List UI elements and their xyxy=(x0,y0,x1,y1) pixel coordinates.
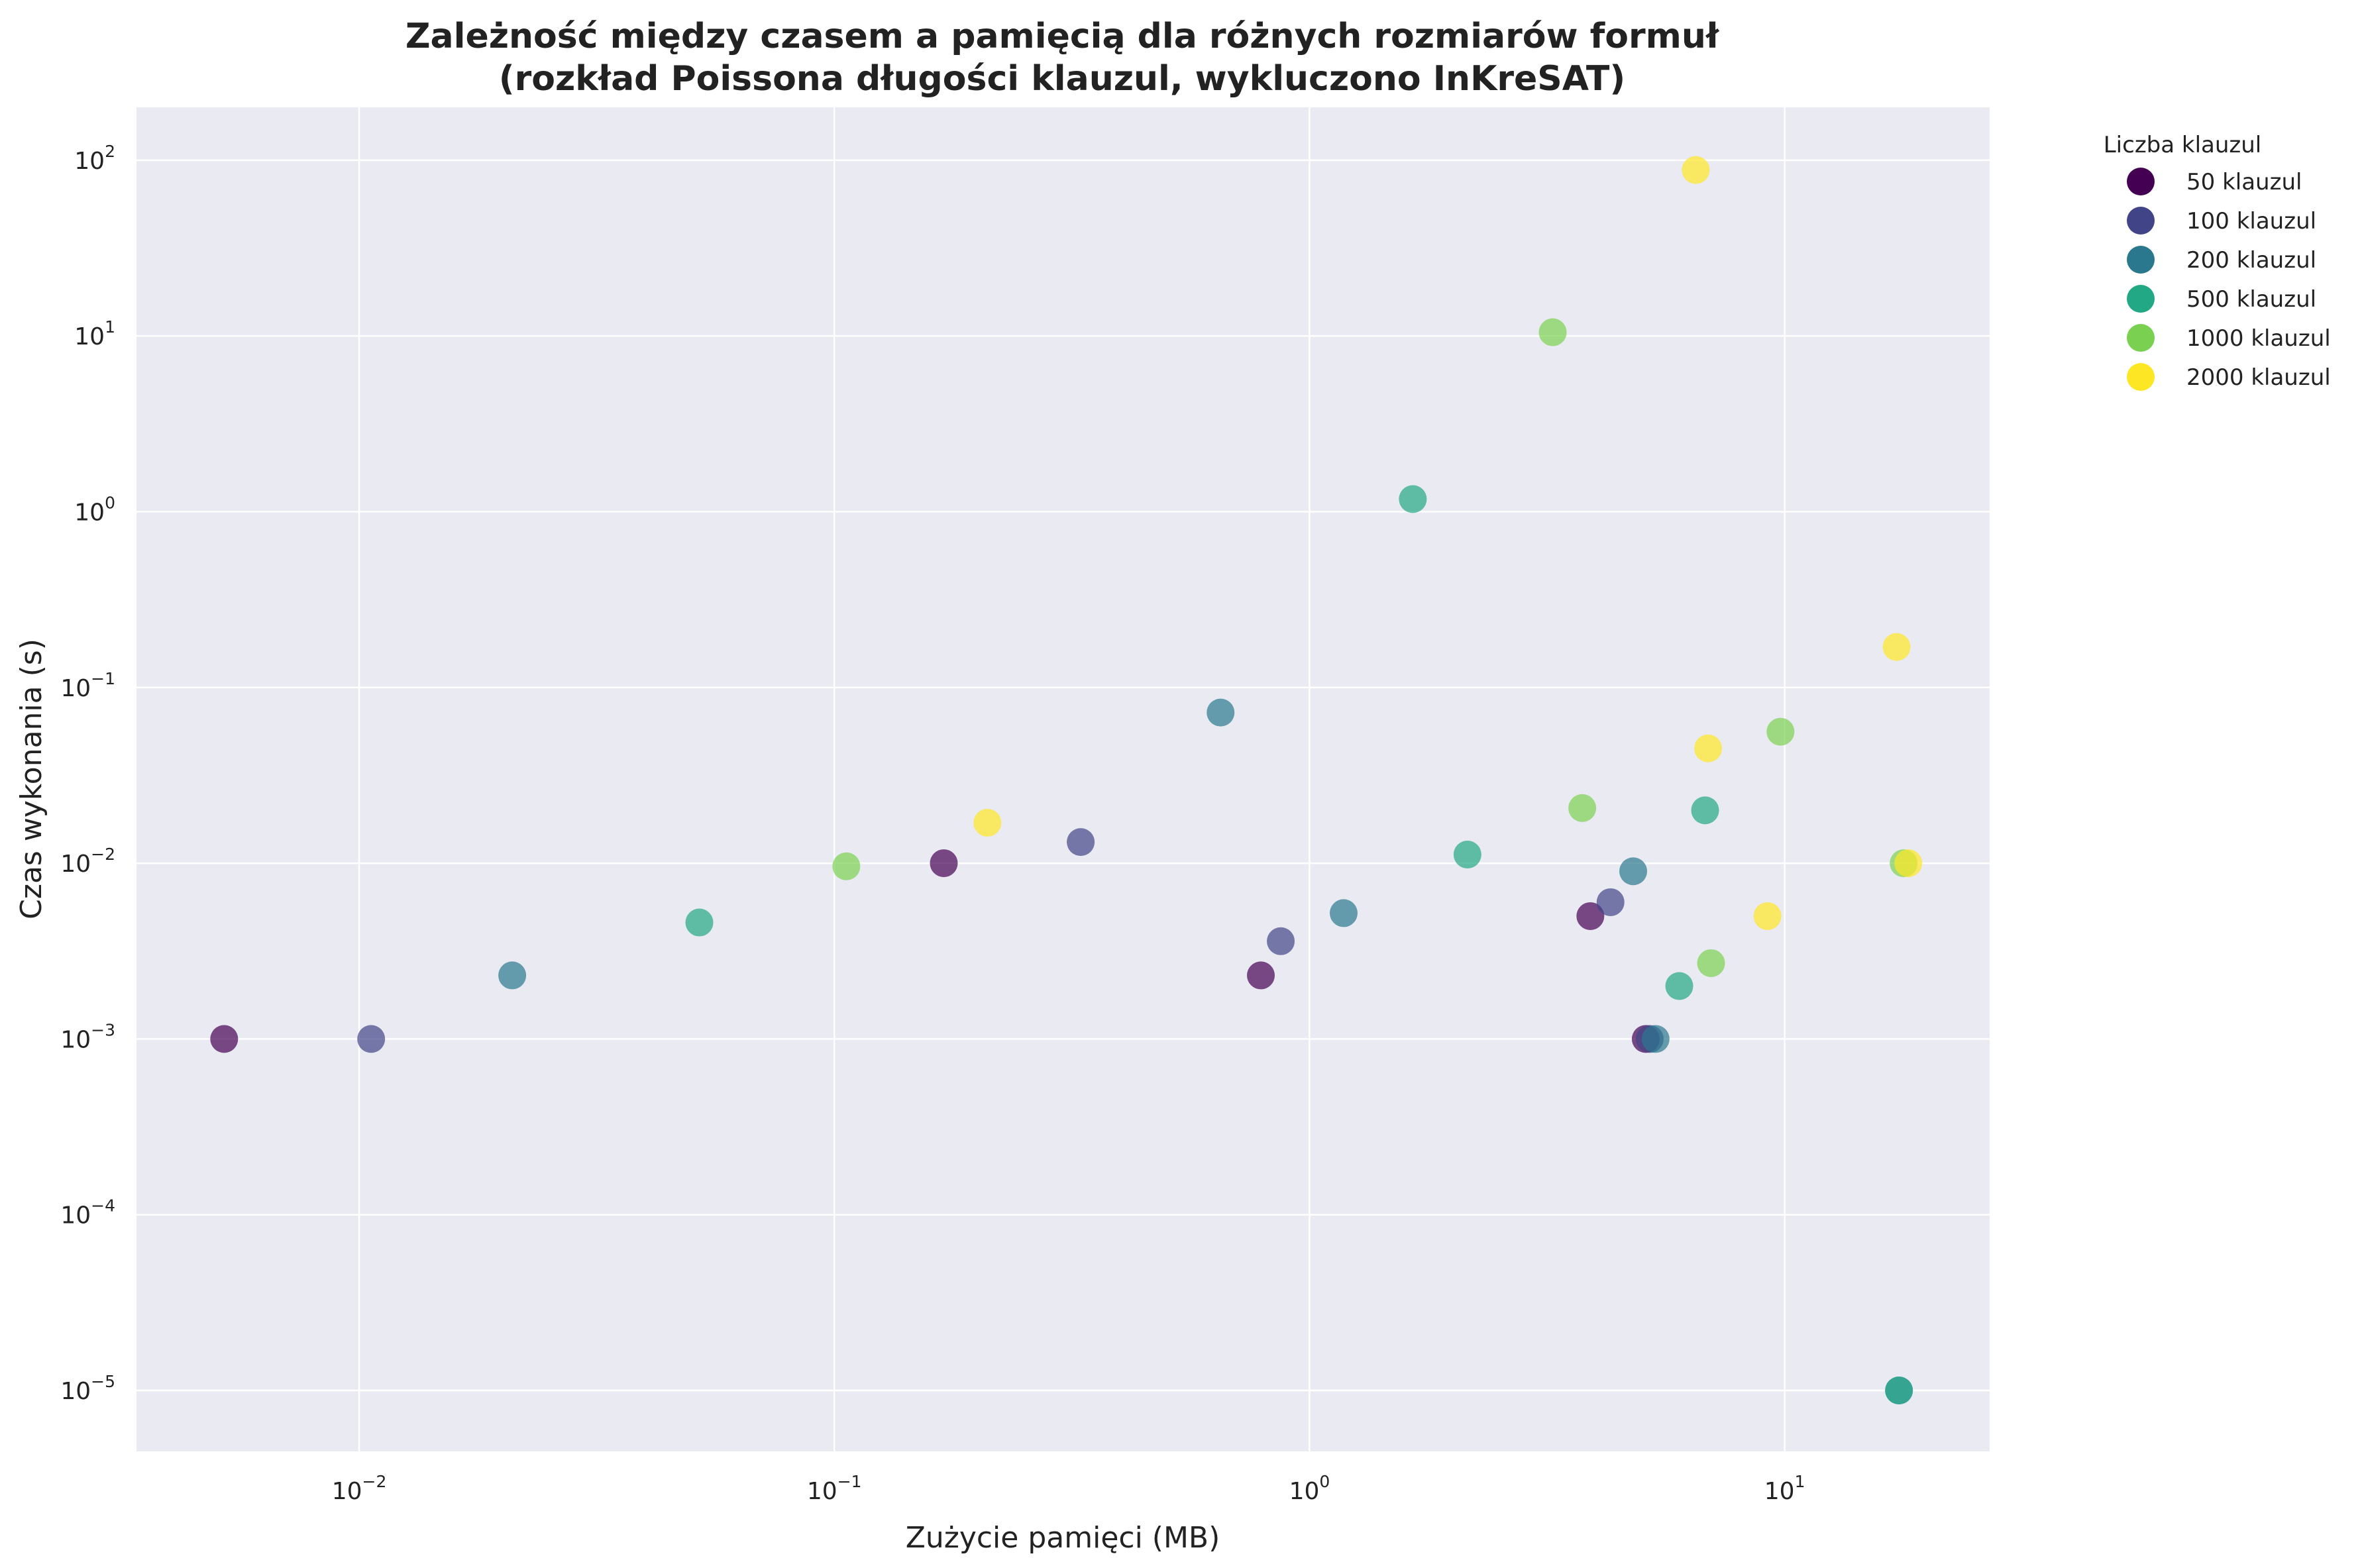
data-point-series-1 xyxy=(1596,888,1625,916)
data-point-series-2 xyxy=(1619,857,1648,886)
y-tick-label: 102 xyxy=(74,142,115,175)
y-tick-base: 10 xyxy=(74,148,105,175)
x-axis-label: Zużycie pamięci (MB) xyxy=(906,1521,1220,1555)
legend-marker xyxy=(2127,285,2155,313)
legend-label: 1000 klauzul xyxy=(2186,325,2331,352)
data-point-series-3 xyxy=(1691,796,1719,825)
legend-items: 50 klauzul 100 klauzul 200 klauzul 500 klau… xyxy=(2127,168,2331,391)
data-point-series-1 xyxy=(357,1025,386,1053)
x-tick-label: 101 xyxy=(1764,1472,1805,1505)
x-tick-exponent: 0 xyxy=(1319,1472,1330,1491)
data-point-series-0 xyxy=(1247,961,1275,990)
x-tick-label: 10−2 xyxy=(332,1472,387,1505)
data-point-series-5 xyxy=(973,808,1002,837)
legend-title: Liczba klauzul xyxy=(2104,132,2262,158)
data-point-series-1 xyxy=(1267,927,1295,955)
data-point-series-3 xyxy=(1453,841,1481,869)
chart-title-line-1: Zależność między czasem a pamięcią dla r… xyxy=(405,17,1720,56)
data-point-series-0 xyxy=(930,849,958,878)
x-tick-exponent: 1 xyxy=(1795,1472,1805,1491)
data-point-series-3 xyxy=(1665,972,1693,1000)
y-tick-base: 10 xyxy=(60,1026,91,1053)
y-tick-exponent: −5 xyxy=(91,1372,115,1391)
y-tick-label: 10−5 xyxy=(60,1372,115,1405)
data-point-series-5 xyxy=(1882,633,1911,661)
y-tick-label: 10−2 xyxy=(60,845,115,878)
data-point-series-5 xyxy=(1682,156,1710,184)
y-tick-exponent: −2 xyxy=(91,845,115,864)
plot-area xyxy=(136,107,1990,1451)
grid-lines xyxy=(136,107,1990,1451)
data-point-series-0 xyxy=(1576,902,1605,930)
y-axis-label: Czas wykonania (s) xyxy=(15,639,48,919)
y-tick-exponent: −3 xyxy=(91,1020,115,1039)
data-point-series-3 xyxy=(1399,485,1427,513)
y-tick-exponent: 1 xyxy=(105,317,115,337)
legend-label: 2000 klauzul xyxy=(2186,364,2331,391)
data-point-series-2 xyxy=(1641,1025,1670,1053)
chart-title-line-2: (rozkład Poissona długości klauzul, wykl… xyxy=(499,59,1625,99)
x-tick-base: 10 xyxy=(332,1478,362,1505)
y-tick-base: 10 xyxy=(74,323,105,350)
data-point-series-0 xyxy=(210,1025,239,1053)
x-tick-base: 10 xyxy=(1289,1478,1320,1505)
data-point-series-2 xyxy=(498,961,527,990)
y-tick-exponent: 0 xyxy=(105,493,115,512)
data-point-series-3 xyxy=(1885,1376,1913,1404)
y-tick-label: 10−3 xyxy=(60,1020,115,1053)
x-tick-exponent: −1 xyxy=(837,1472,862,1491)
x-tick-label: 100 xyxy=(1289,1472,1330,1505)
y-tick-label: 10−1 xyxy=(60,669,115,702)
x-tick-base: 10 xyxy=(1764,1478,1795,1505)
y-tick-base: 10 xyxy=(60,1378,91,1405)
y-tick-exponent: 2 xyxy=(105,142,115,161)
x-tick-exponent: −2 xyxy=(362,1472,387,1491)
data-point-series-2 xyxy=(1329,899,1358,927)
data-point-series-2 xyxy=(1207,698,1235,727)
legend-marker xyxy=(2127,363,2155,391)
data-point-series-4 xyxy=(1568,794,1597,822)
data-point-series-5 xyxy=(1894,849,1923,878)
legend-marker xyxy=(2127,246,2155,274)
y-tick-base: 10 xyxy=(60,675,91,702)
data-point-series-5 xyxy=(1753,902,1782,930)
data-point-series-4 xyxy=(832,852,861,880)
x-tick-label: 10−1 xyxy=(807,1472,862,1505)
data-points xyxy=(210,156,1923,1404)
legend: Liczba klauzul 50 klauzul 100 klauzul 200 … xyxy=(2104,132,2331,391)
legend-label: 500 klauzul xyxy=(2186,286,2316,313)
y-tick-label: 101 xyxy=(74,317,115,350)
y-tick-base: 10 xyxy=(60,851,91,878)
y-tick-base: 10 xyxy=(74,499,105,526)
data-point-series-4 xyxy=(1766,717,1795,746)
y-tick-label: 10−4 xyxy=(60,1196,115,1229)
data-point-series-4 xyxy=(1697,949,1725,977)
x-axis-ticks: 10−2 10−1 100 101 xyxy=(332,1472,1805,1505)
legend-label: 50 klauzul xyxy=(2186,169,2302,195)
legend-marker xyxy=(2127,324,2155,352)
data-point-series-4 xyxy=(1538,318,1567,346)
data-point-series-3 xyxy=(685,908,714,937)
data-point-series-1 xyxy=(1067,828,1095,857)
y-tick-exponent: −1 xyxy=(91,669,115,688)
legend-marker xyxy=(2127,168,2155,195)
legend-label: 200 klauzul xyxy=(2186,247,2316,274)
legend-label: 100 klauzul xyxy=(2186,208,2316,235)
x-tick-base: 10 xyxy=(807,1478,837,1505)
y-tick-base: 10 xyxy=(60,1202,91,1229)
y-tick-exponent: −4 xyxy=(91,1196,115,1216)
data-point-series-5 xyxy=(1694,734,1723,762)
y-tick-label: 100 xyxy=(74,493,115,526)
legend-marker xyxy=(2127,207,2155,235)
